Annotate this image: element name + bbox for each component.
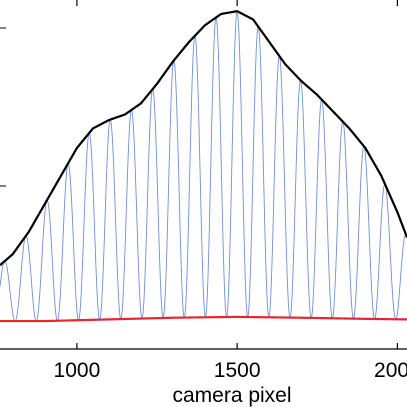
x-tick-label: 1500	[214, 359, 261, 382]
baseline-line	[0, 315, 407, 323]
envelope-line	[0, 10, 407, 267]
fringe-line	[0, 10, 407, 322]
x-tick-label: 1000	[54, 359, 101, 382]
fringe-series	[0, 10, 407, 322]
x-axis-label: camera pixel	[172, 384, 291, 407]
x-tick-label: 2000	[374, 359, 407, 382]
axes: 1000 1500 2000	[0, 0, 407, 382]
baseline-series	[0, 315, 407, 323]
envelope-series	[0, 10, 407, 267]
